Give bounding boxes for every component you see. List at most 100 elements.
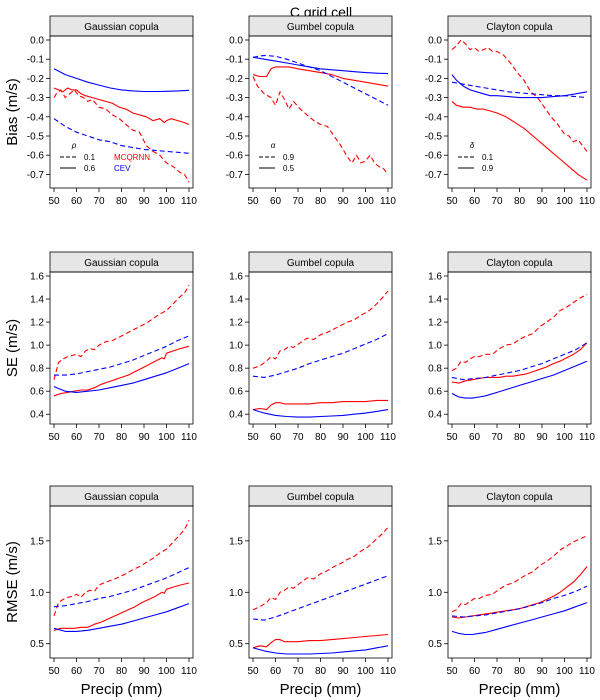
x-tick-label: 50 xyxy=(247,432,259,443)
legend-method-cev: CEV xyxy=(114,164,131,173)
series-line-cev-solid xyxy=(451,602,588,636)
series-group xyxy=(53,284,190,397)
series-line-mcqrnn-dashed xyxy=(53,89,190,183)
series-line-mcqrnn-solid xyxy=(451,100,588,181)
y-tick-label: 1.6 xyxy=(30,272,44,283)
x-tick-label: 110 xyxy=(181,432,197,443)
y-tick-label: 0.0 xyxy=(229,36,243,47)
y-tick-label: -0.6 xyxy=(226,151,244,162)
x-tick-label: 50 xyxy=(247,666,259,677)
y-tick-label: 1.0 xyxy=(30,341,44,352)
y-tick-label: 0.8 xyxy=(229,364,243,375)
y-tick-label: 0.5 xyxy=(428,639,442,650)
series-line-cev-dashed xyxy=(53,567,190,608)
legend-symbol: ρ xyxy=(71,141,77,150)
y-tick-label: 1.0 xyxy=(30,588,44,599)
x-tick-label: 90 xyxy=(337,666,349,677)
y-tick-label: 0.8 xyxy=(30,364,44,375)
y-tick-label: 0.4 xyxy=(229,410,243,421)
plot-frame xyxy=(49,271,194,425)
series-line-mcqrnn-solid xyxy=(53,345,190,397)
series-line-cev-dashed xyxy=(252,333,389,378)
y-tick-label: -0.3 xyxy=(226,93,244,104)
y-axis-title: RMSE (m/s) xyxy=(4,541,21,623)
series-line-mcqrnn-solid xyxy=(252,66,389,87)
series-line-cev-dashed xyxy=(53,118,190,154)
strip-label: Gumbel copula xyxy=(287,492,355,503)
legend-value: 0.6 xyxy=(84,164,96,173)
y-tick-label: -0.6 xyxy=(27,151,45,162)
y-tick-label: 0.8 xyxy=(428,364,442,375)
series-line-cev-solid xyxy=(252,409,389,418)
x-tick-label: 60 xyxy=(270,196,282,207)
x-tick-label: 60 xyxy=(469,196,481,207)
strip-label: Clayton copula xyxy=(486,492,553,503)
x-tick-label: 70 xyxy=(292,432,304,443)
series-group xyxy=(451,293,588,399)
x-tick-label: 100 xyxy=(357,196,374,207)
x-tick-label: 110 xyxy=(579,666,595,677)
x-tick-label: 50 xyxy=(48,666,60,677)
legend-value: 0.9 xyxy=(283,153,295,162)
series-line-cev-solid xyxy=(53,68,190,93)
legend: ρ 0.1 0.6 MCQRNN CEV xyxy=(60,141,150,173)
y-tick-label: 1.2 xyxy=(428,318,442,329)
series-line-mcqrnn-solid xyxy=(451,342,588,384)
series-line-cev-solid xyxy=(53,603,190,632)
panel-1-2: Clayton copula 50 60 70 80 90 100 110 0.4 0.6 0.8 1… xyxy=(428,251,595,443)
y-tick-label: 1.0 xyxy=(229,588,243,599)
y-axis-title: SE (m/s) xyxy=(4,319,21,377)
x-tick-label: 80 xyxy=(315,666,327,677)
series-group xyxy=(252,527,389,655)
legend-symbol: α xyxy=(271,141,276,150)
y-tick-label: 1.6 xyxy=(229,272,243,283)
plot-frame xyxy=(49,505,194,659)
y-tick-label: 1.5 xyxy=(30,536,44,547)
x-tick-label: 50 xyxy=(48,432,60,443)
panel-1-0: Gaussian copula 50 60 70 80 90 100 110 0.4 0.6 0.8… xyxy=(4,251,197,443)
x-tick-label: 60 xyxy=(71,196,83,207)
series-line-mcqrnn-solid xyxy=(53,87,190,126)
x-tick-label: 110 xyxy=(579,196,595,207)
series-line-mcqrnn-dashed xyxy=(451,293,588,371)
y-tick-label: -0.5 xyxy=(27,132,45,143)
x-tick-label: 100 xyxy=(556,196,573,207)
legend-value: 0.1 xyxy=(84,153,96,162)
x-tick-label: 110 xyxy=(181,666,197,677)
y-tick-label: 1.0 xyxy=(428,588,442,599)
panel-0-0: Gaussian copula 50 60 70 80 90 100 110 -0.7 -0.6 -… xyxy=(4,15,197,207)
plot-frame xyxy=(447,271,592,425)
y-tick-label: -0.2 xyxy=(27,74,45,85)
y-tick-label: 0.5 xyxy=(30,639,44,650)
x-tick-label: 100 xyxy=(357,432,374,443)
x-tick-label: 80 xyxy=(315,196,327,207)
y-tick-label: -0.7 xyxy=(27,170,45,181)
x-tick-label: 60 xyxy=(270,666,282,677)
strip-label: Clayton copula xyxy=(486,22,553,33)
x-tick-label: 80 xyxy=(116,666,128,677)
x-tick-label: 60 xyxy=(270,432,282,443)
series-line-cev-solid xyxy=(53,363,190,393)
y-tick-label: 1.2 xyxy=(30,318,44,329)
x-tick-label: 80 xyxy=(514,666,526,677)
panel-0-2: Clayton copula 50 60 70 80 90 100 110 -0.7 -0.6 -0… xyxy=(425,15,595,207)
y-tick-label: -0.3 xyxy=(27,93,45,104)
series-line-cev-dashed xyxy=(451,585,588,618)
strip-label: Gumbel copula xyxy=(287,22,355,33)
series-group xyxy=(252,290,389,418)
x-tick-label: 110 xyxy=(579,432,595,443)
x-tick-label: 70 xyxy=(292,666,304,677)
legend-value: 0.9 xyxy=(482,164,494,173)
x-tick-label: 50 xyxy=(247,196,259,207)
x-tick-label: 80 xyxy=(116,196,128,207)
legend-symbol: δ xyxy=(470,141,475,150)
y-tick-label: -0.5 xyxy=(226,132,244,143)
series-line-mcqrnn-dashed xyxy=(252,527,389,611)
y-tick-label: -0.4 xyxy=(27,112,45,123)
strip-label: Gaussian copula xyxy=(84,492,159,503)
series-line-cev-solid xyxy=(252,56,389,75)
x-tick-label: 50 xyxy=(446,432,458,443)
strip-label: Gumbel copula xyxy=(287,258,355,269)
plot-frame xyxy=(447,35,592,189)
series-line-mcqrnn-dashed xyxy=(53,520,190,617)
